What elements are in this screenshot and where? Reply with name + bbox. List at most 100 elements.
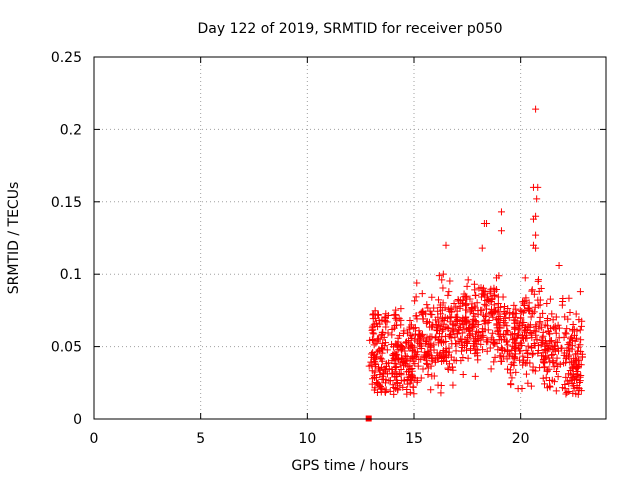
data-point — [497, 208, 505, 216]
data-point — [424, 364, 432, 372]
data-point — [412, 312, 420, 320]
data-point — [468, 306, 476, 314]
data-point — [514, 344, 522, 352]
data-point — [438, 354, 446, 362]
data-point — [545, 345, 553, 353]
data-point — [456, 302, 464, 310]
data-point — [555, 262, 563, 270]
data-point — [393, 351, 401, 359]
data-point — [549, 346, 557, 354]
data-point — [518, 298, 526, 306]
data-point — [372, 360, 380, 368]
data-point — [491, 339, 499, 347]
data-point — [426, 342, 434, 350]
data-point — [469, 317, 477, 325]
data-point — [492, 285, 500, 293]
data-point — [410, 390, 418, 398]
data-point — [412, 293, 420, 301]
data-point — [576, 326, 584, 334]
y-tick-label: 0.2 — [60, 122, 82, 138]
data-point — [465, 327, 473, 335]
data-point — [518, 385, 526, 393]
data-point — [548, 310, 556, 318]
data-point — [550, 324, 558, 332]
data-point — [537, 341, 545, 349]
data-point — [562, 330, 570, 338]
data-point — [478, 244, 486, 252]
data-point — [554, 321, 562, 329]
data-point — [367, 353, 375, 361]
data-point — [405, 373, 413, 381]
data-point — [370, 386, 378, 394]
data-point — [424, 348, 432, 356]
data-point — [379, 339, 387, 347]
data-point — [527, 313, 535, 321]
data-point — [375, 366, 383, 374]
data-point — [509, 359, 517, 367]
data-point — [437, 322, 445, 330]
data-point — [503, 322, 511, 330]
data-point — [479, 311, 487, 319]
data-point — [576, 288, 584, 296]
data-point — [520, 328, 528, 336]
data-point — [576, 373, 584, 381]
data-point — [450, 299, 458, 307]
data-point — [464, 333, 472, 341]
data-point — [573, 383, 581, 391]
data-point — [533, 195, 541, 203]
data-point — [572, 310, 580, 318]
data-point — [460, 317, 468, 325]
data-point — [496, 352, 504, 360]
data-point — [408, 353, 416, 361]
data-point — [455, 337, 463, 345]
data-point — [425, 351, 433, 359]
data-point — [479, 325, 487, 333]
data-point — [550, 363, 558, 371]
data-point — [510, 339, 518, 347]
data-point — [392, 306, 400, 314]
y-tick-label: 0.25 — [51, 50, 82, 66]
data-point — [451, 333, 459, 341]
data-point — [384, 329, 392, 337]
data-point — [439, 270, 447, 278]
data-point — [389, 343, 397, 351]
data-point — [559, 297, 567, 305]
data-point — [406, 317, 414, 325]
data-point — [511, 324, 519, 332]
x-tick-label: 0 — [90, 431, 99, 447]
data-point — [531, 367, 539, 375]
data-point — [469, 315, 477, 323]
data-point — [462, 306, 470, 314]
data-point — [572, 363, 580, 371]
data-point — [551, 322, 559, 330]
data-point — [497, 344, 505, 352]
data-point — [445, 360, 453, 368]
data-point — [414, 338, 422, 346]
data-point — [369, 315, 377, 323]
data-point — [411, 297, 419, 305]
data-point — [578, 353, 586, 361]
data-point — [439, 299, 447, 307]
data-point — [463, 339, 471, 347]
data-point — [541, 321, 549, 329]
data-point — [393, 342, 401, 350]
data-point — [400, 362, 408, 370]
data-point — [483, 347, 491, 355]
data-point — [496, 312, 504, 320]
data-point — [376, 335, 384, 343]
data-point — [423, 301, 431, 309]
data-point — [522, 346, 530, 354]
data-point — [497, 303, 505, 311]
data-point — [527, 330, 535, 338]
data-point — [418, 342, 426, 350]
data-point — [439, 284, 447, 292]
data-point — [394, 355, 402, 363]
data-point — [439, 314, 447, 322]
data-point — [569, 389, 577, 397]
data-point — [392, 350, 400, 358]
x-tick-label: 20 — [512, 431, 530, 447]
data-point — [534, 296, 542, 304]
data-point — [415, 355, 423, 363]
data-point — [546, 330, 554, 338]
data-point — [382, 362, 390, 370]
